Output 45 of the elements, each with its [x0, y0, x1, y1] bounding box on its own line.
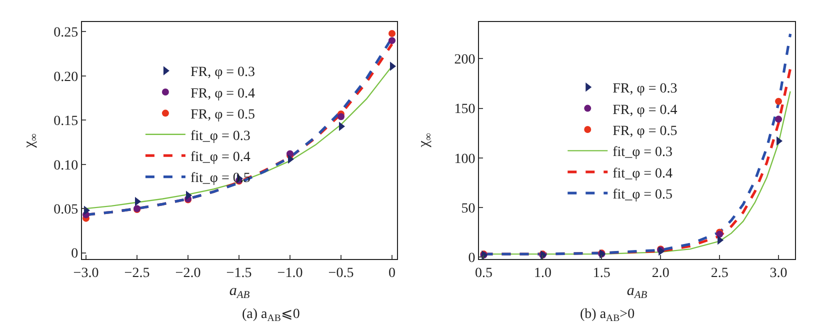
y-tick-label: 0.20	[54, 70, 78, 85]
y-tick-label: 0.10	[54, 158, 78, 174]
point	[775, 116, 782, 123]
y-tick-label: 0.05	[54, 202, 78, 218]
legend-label: fit_φ = 0.5	[612, 188, 673, 203]
legend-label: FR, φ = 0.4	[190, 86, 256, 102]
x-tick-label: −1.0	[277, 266, 303, 281]
legend-label: fit_φ = 0.3	[190, 128, 250, 144]
x-tick-label: 1.5	[592, 266, 610, 281]
point	[338, 113, 344, 120]
x-axis-title: a$_{AB}$	[229, 282, 250, 301]
y-tick-label: 0.15	[54, 114, 78, 130]
x-tick-label: 1.0	[534, 266, 552, 281]
legend-label: FR, φ = 0.5	[612, 124, 678, 139]
x-tick-label: −3.0	[73, 266, 99, 281]
legend-label: FR, φ = 0.3	[612, 82, 678, 97]
y-tick-label: 0.25	[54, 26, 78, 41]
y-tick-label: 0	[468, 250, 476, 266]
y-tick-label: 150	[454, 102, 476, 118]
x-tick-label: −2.0	[175, 266, 201, 281]
text: (a) a$_{AB}$⩽0	[242, 307, 300, 324]
x-tick-label: −0.5	[328, 266, 354, 281]
y-tick-label: 50	[461, 201, 476, 216]
legend-label: fit_φ = 0.5	[190, 171, 250, 186]
legend-label: FR, φ = 0.3	[190, 65, 256, 80]
x-tick-label: −2.5	[124, 266, 150, 281]
point	[388, 30, 396, 37]
text: (b) a$_{AB}$>0	[580, 307, 635, 324]
y-tick-label: 100	[454, 152, 476, 167]
x-tick-label: 2.5	[710, 266, 728, 281]
x-tick-label: 3.0	[770, 266, 788, 281]
x-tick-label: 0.5	[475, 266, 492, 281]
point	[388, 37, 396, 44]
x-tick-label: 0	[388, 266, 396, 281]
point	[775, 98, 782, 105]
y-tick-label: 0	[71, 246, 78, 262]
y-tick-label: 200	[454, 52, 476, 68]
x-axis-title: a$_{AB}$	[626, 282, 648, 301]
legend-label: FR, φ = 0.4	[612, 102, 678, 118]
legend-label: fit_φ = 0.4	[190, 150, 250, 166]
legend-label: FR, φ = 0.5	[190, 108, 256, 123]
legend-label: fit_φ = 0.3	[612, 145, 673, 160]
x-tick-label: −1.5	[226, 266, 252, 281]
legend-label: fit_φ = 0.4	[612, 166, 673, 182]
x-tick-label: 2.0	[652, 266, 670, 281]
